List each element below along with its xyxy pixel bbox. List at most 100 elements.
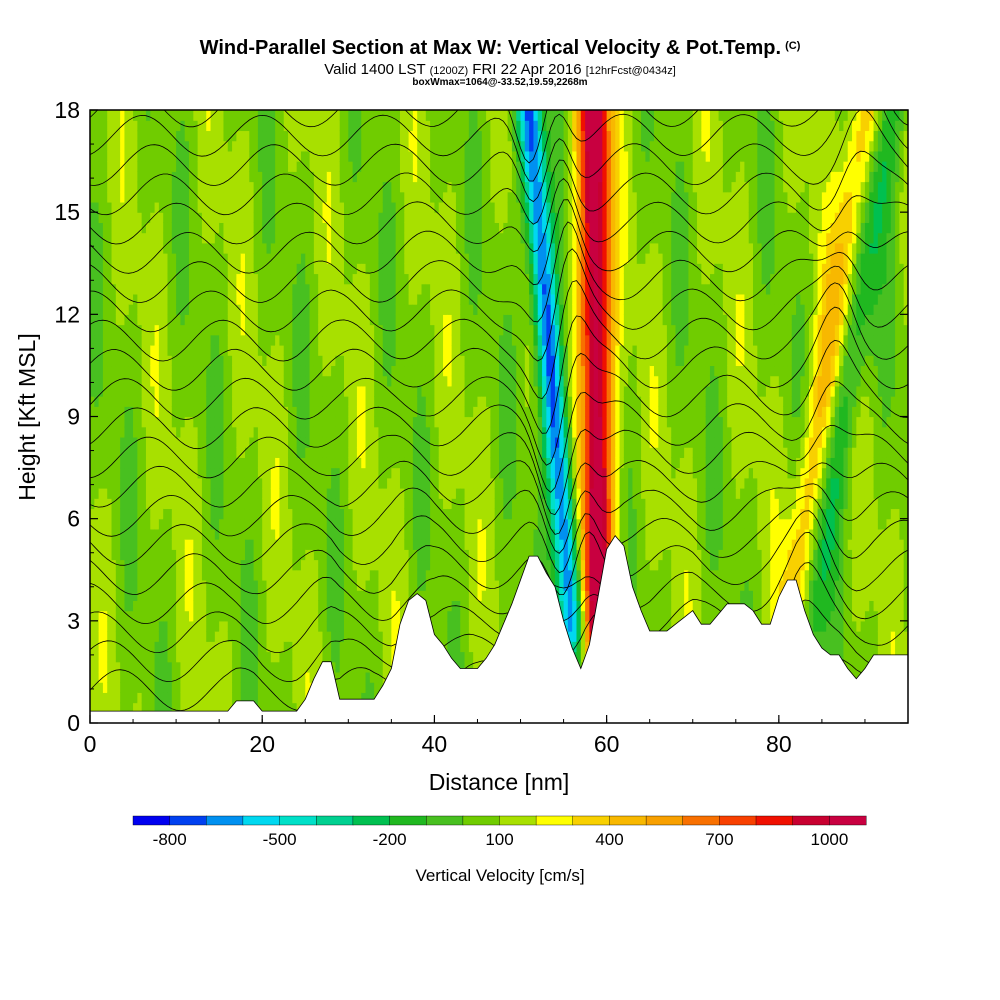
velocity-cell	[94, 375, 100, 387]
velocity-cell	[145, 130, 151, 142]
velocity-cell	[288, 447, 293, 458]
velocity-cell	[201, 682, 207, 693]
velocity-cell	[387, 273, 392, 285]
velocity-cell	[292, 253, 298, 264]
velocity-cell	[193, 161, 199, 172]
velocity-cell	[214, 488, 220, 499]
velocity-cell	[137, 620, 143, 632]
velocity-cell	[356, 477, 362, 489]
velocity-cell	[94, 181, 100, 193]
velocity-cell	[180, 314, 186, 326]
velocity-cell	[94, 304, 100, 315]
velocity-cell	[430, 263, 436, 275]
velocity-cell	[111, 631, 117, 642]
velocity-cell	[283, 232, 289, 244]
velocity-cell	[262, 426, 268, 438]
velocity-cell	[399, 539, 405, 550]
velocity-cell	[102, 467, 108, 479]
velocity-cell	[434, 355, 440, 367]
velocity-cell	[240, 304, 246, 315]
velocity-cell	[210, 283, 216, 295]
velocity-cell	[275, 140, 281, 152]
velocity-cell	[266, 610, 272, 622]
velocity-cell	[154, 508, 160, 520]
velocity-cell	[189, 488, 194, 499]
velocity-cell	[262, 549, 268, 561]
velocity-cell	[382, 406, 388, 418]
velocity-cell	[430, 242, 436, 254]
velocity-cell	[369, 579, 375, 591]
velocity-cell	[115, 385, 121, 397]
velocity-cell	[128, 692, 134, 704]
velocity-cell	[352, 344, 358, 356]
velocity-cell	[425, 426, 431, 438]
velocity-cell	[120, 110, 126, 121]
velocity-cell	[266, 528, 272, 540]
velocity-cell	[197, 140, 203, 152]
velocity-cell	[111, 222, 117, 234]
velocity-cell	[180, 436, 186, 448]
velocity-cell	[408, 130, 414, 142]
velocity-cell	[158, 436, 164, 448]
velocity-cell	[98, 661, 104, 673]
velocity-cell	[296, 110, 302, 121]
velocity-cell	[438, 242, 444, 254]
velocity-cell	[120, 293, 126, 305]
velocity-cell	[180, 651, 186, 663]
velocity-cell	[378, 508, 384, 520]
velocity-cell	[128, 518, 134, 530]
velocity-cell	[197, 477, 203, 489]
velocity-cell	[404, 549, 410, 561]
velocity-cell	[395, 365, 401, 377]
velocity-cell	[283, 191, 289, 203]
velocity-cell	[176, 283, 182, 295]
velocity-cell	[158, 600, 164, 612]
velocity-cell	[107, 406, 113, 418]
velocity-cell	[352, 569, 358, 581]
velocity-cell	[257, 396, 263, 407]
velocity-cell	[365, 324, 371, 336]
velocity-cell	[236, 181, 242, 193]
velocity-cell	[412, 161, 418, 172]
velocity-cell	[288, 406, 293, 418]
velocity-cell	[266, 385, 272, 397]
velocity-cell	[391, 488, 397, 499]
velocity-cell	[408, 355, 414, 367]
velocity-cell	[201, 181, 207, 193]
velocity-cell	[145, 671, 151, 683]
velocity-cell	[313, 488, 319, 499]
velocity-cell	[270, 600, 276, 612]
velocity-cell	[348, 549, 354, 561]
velocity-cell	[430, 232, 436, 244]
velocity-cell	[124, 181, 130, 193]
velocity-cell	[417, 171, 423, 183]
velocity-cell	[266, 263, 272, 275]
velocity-cell	[249, 549, 255, 561]
velocity-cell	[176, 344, 182, 356]
velocity-cell	[352, 426, 358, 438]
velocity-cell	[94, 692, 100, 704]
velocity-cell	[412, 191, 418, 203]
velocity-cell	[176, 590, 182, 601]
velocity-cell	[184, 661, 190, 673]
velocity-cell	[167, 181, 173, 193]
velocity-cell	[408, 477, 414, 489]
velocity-cell	[335, 631, 341, 642]
velocity-cell	[382, 212, 388, 223]
velocity-cell	[387, 283, 392, 295]
velocity-cell	[305, 447, 311, 458]
velocity-cell	[425, 324, 431, 336]
velocity-cell	[283, 181, 289, 193]
velocity-cell	[193, 304, 199, 315]
velocity-cell	[111, 314, 117, 326]
velocity-cell	[210, 508, 216, 520]
velocity-cell	[438, 426, 444, 438]
velocity-cell	[115, 273, 121, 285]
velocity-cell	[322, 283, 328, 295]
velocity-cell	[137, 150, 143, 162]
velocity-cell	[137, 426, 143, 438]
velocity-cell	[214, 273, 220, 285]
velocity-cell	[262, 590, 268, 601]
velocity-cell	[391, 518, 397, 530]
velocity-cell	[300, 273, 306, 285]
